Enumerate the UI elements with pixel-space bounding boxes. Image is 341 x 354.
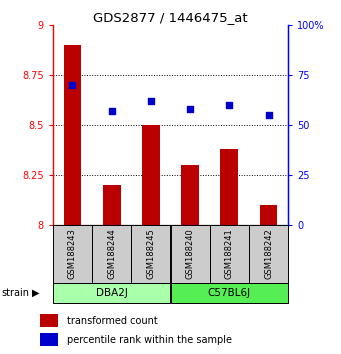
- Bar: [221, 149, 238, 225]
- Point: [187, 106, 193, 112]
- Point: [148, 98, 153, 104]
- Bar: [64, 45, 81, 225]
- Text: strain: strain: [2, 288, 30, 298]
- Bar: [210, 225, 249, 283]
- Bar: [260, 205, 277, 225]
- Bar: [170, 225, 210, 283]
- Text: transformed count: transformed count: [67, 316, 158, 326]
- Bar: [92, 225, 131, 283]
- Bar: [53, 225, 92, 283]
- Text: ▶: ▶: [32, 288, 40, 298]
- Bar: [170, 283, 288, 303]
- Point: [226, 102, 232, 108]
- Bar: [103, 185, 120, 225]
- Point: [109, 108, 114, 114]
- Point: [70, 82, 75, 88]
- Text: GSM188244: GSM188244: [107, 229, 116, 279]
- Point: [266, 112, 271, 118]
- Text: GSM188242: GSM188242: [264, 229, 273, 279]
- Bar: [249, 225, 288, 283]
- Text: GSM188241: GSM188241: [225, 229, 234, 279]
- Bar: [40, 333, 58, 346]
- Bar: [131, 225, 170, 283]
- Bar: [181, 165, 199, 225]
- Text: percentile rank within the sample: percentile rank within the sample: [67, 335, 232, 345]
- Text: GSM188243: GSM188243: [68, 229, 77, 279]
- Text: GSM188245: GSM188245: [146, 229, 155, 279]
- Text: GSM188240: GSM188240: [186, 229, 195, 279]
- Text: DBA2J: DBA2J: [96, 288, 128, 298]
- Bar: [40, 314, 58, 327]
- Bar: [53, 283, 170, 303]
- Bar: [142, 125, 160, 225]
- Title: GDS2877 / 1446475_at: GDS2877 / 1446475_at: [93, 11, 248, 24]
- Text: C57BL6J: C57BL6J: [208, 288, 251, 298]
